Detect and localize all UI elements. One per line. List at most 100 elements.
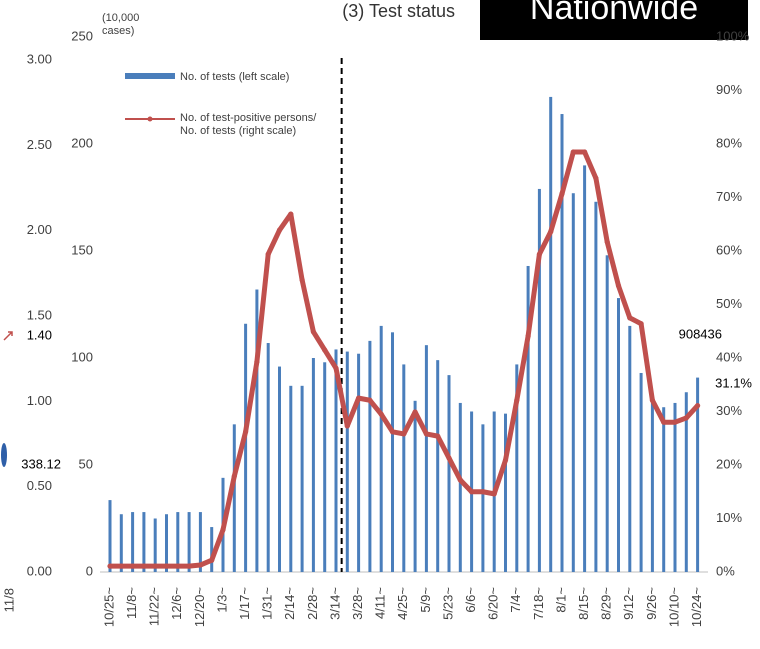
x-tick-label: 9/26~ xyxy=(644,587,659,620)
bar xyxy=(300,385,304,572)
line-marker xyxy=(615,283,622,289)
line-marker xyxy=(638,321,644,327)
x-tick-label: 5/23~ xyxy=(440,587,455,620)
bar xyxy=(289,385,293,572)
bar xyxy=(345,351,349,572)
line-marker xyxy=(480,489,486,495)
line-marker xyxy=(141,563,147,569)
x-tick-label: 4/25~ xyxy=(395,587,410,620)
fragment-tick-label: 1.00 xyxy=(27,393,52,408)
line-marker xyxy=(661,419,667,425)
bar xyxy=(402,364,406,572)
bar xyxy=(108,500,112,572)
value-label: 31.1% xyxy=(715,375,752,390)
y-tick-label: 150 xyxy=(71,242,93,257)
x-tick-label: 1/31~ xyxy=(260,587,275,620)
bar xyxy=(571,193,575,572)
x-tick-label: 1/3~ xyxy=(214,587,229,613)
y2-tick-label: 70% xyxy=(716,189,742,204)
line-marker xyxy=(412,409,418,415)
bar xyxy=(244,323,248,572)
bar xyxy=(458,402,462,572)
line-marker xyxy=(604,239,610,245)
y-unit: (10,000 cases) xyxy=(102,12,140,37)
line-marker xyxy=(175,563,181,569)
legend-label: No. of tests (left scale) xyxy=(180,71,290,83)
bar xyxy=(560,114,564,572)
bar xyxy=(368,340,372,572)
line-marker xyxy=(152,563,158,569)
y2-tick-label: 60% xyxy=(716,242,742,257)
line-marker xyxy=(525,333,531,339)
line-marker xyxy=(502,457,509,463)
bar xyxy=(424,345,428,572)
line-marker xyxy=(197,562,203,568)
x-tick-label: 2/14~ xyxy=(282,587,297,620)
y2-tick-label: 80% xyxy=(716,135,742,150)
bar xyxy=(605,255,609,572)
x-tick-label: 4/11~ xyxy=(373,587,388,619)
line-marker xyxy=(276,227,283,233)
x-tick-label: 3/28~ xyxy=(350,587,365,620)
bar xyxy=(278,366,281,572)
bar xyxy=(413,400,417,572)
bar xyxy=(198,512,202,572)
line-marker xyxy=(209,557,215,563)
badge: Nationwide xyxy=(530,0,698,27)
bar xyxy=(165,514,168,572)
bar xyxy=(391,332,394,572)
line-marker xyxy=(446,455,452,461)
bar xyxy=(266,343,270,572)
line-marker xyxy=(367,397,373,403)
fragment-tick-label: 0.00 xyxy=(27,563,52,578)
line-marker xyxy=(435,433,441,439)
line-marker xyxy=(401,431,407,437)
x-tick-label: 7/18~ xyxy=(531,587,546,620)
line-marker xyxy=(378,411,384,417)
x-tick-label: 6/20~ xyxy=(486,587,501,620)
line-marker xyxy=(344,423,350,429)
legend-swatch xyxy=(125,73,175,79)
y2-tick-label: 20% xyxy=(716,456,742,471)
line-marker xyxy=(243,429,249,435)
line-marker xyxy=(288,211,294,217)
x-tick-label: 11/22~ xyxy=(147,587,162,627)
bar xyxy=(628,325,632,572)
line-marker xyxy=(254,359,260,365)
fragment-blob xyxy=(1,443,7,467)
bar xyxy=(119,514,123,572)
x-tick-label: 6/6~ xyxy=(463,587,478,613)
x-tick-label: 8/1~ xyxy=(553,587,568,613)
bar xyxy=(311,358,315,572)
line-marker xyxy=(118,563,124,569)
fragment-annotation: 338.12 xyxy=(21,456,61,471)
line-marker xyxy=(333,365,339,371)
bar xyxy=(504,413,507,572)
y-tick-label: 250 xyxy=(71,28,93,43)
bar xyxy=(639,372,643,572)
line-marker xyxy=(299,277,305,283)
line-marker xyxy=(593,175,599,181)
bar xyxy=(447,375,451,572)
x-tick-label: 10/10~ xyxy=(666,587,681,628)
bar xyxy=(379,325,383,572)
line-marker xyxy=(310,329,316,335)
x-tick-label: 2/28~ xyxy=(305,587,320,620)
x-tick-label: 3/14~ xyxy=(327,587,342,620)
line-marker xyxy=(683,415,689,421)
bar xyxy=(187,512,191,572)
line-marker xyxy=(457,477,463,483)
line-marker xyxy=(627,315,633,321)
y2-tick-label: 100% xyxy=(716,28,750,43)
legend-label: No. of test-positive persons/ No. of tes… xyxy=(180,112,317,137)
bar xyxy=(210,527,214,572)
line-marker xyxy=(389,429,396,435)
bar xyxy=(650,398,654,572)
fragment-annotation: 1.40 xyxy=(27,327,52,342)
bar xyxy=(131,512,135,572)
x-tick-label: 7/4~ xyxy=(508,587,523,613)
line-marker xyxy=(107,563,113,569)
line-marker xyxy=(570,149,576,155)
line-marker xyxy=(649,397,656,403)
line-marker xyxy=(491,491,497,497)
